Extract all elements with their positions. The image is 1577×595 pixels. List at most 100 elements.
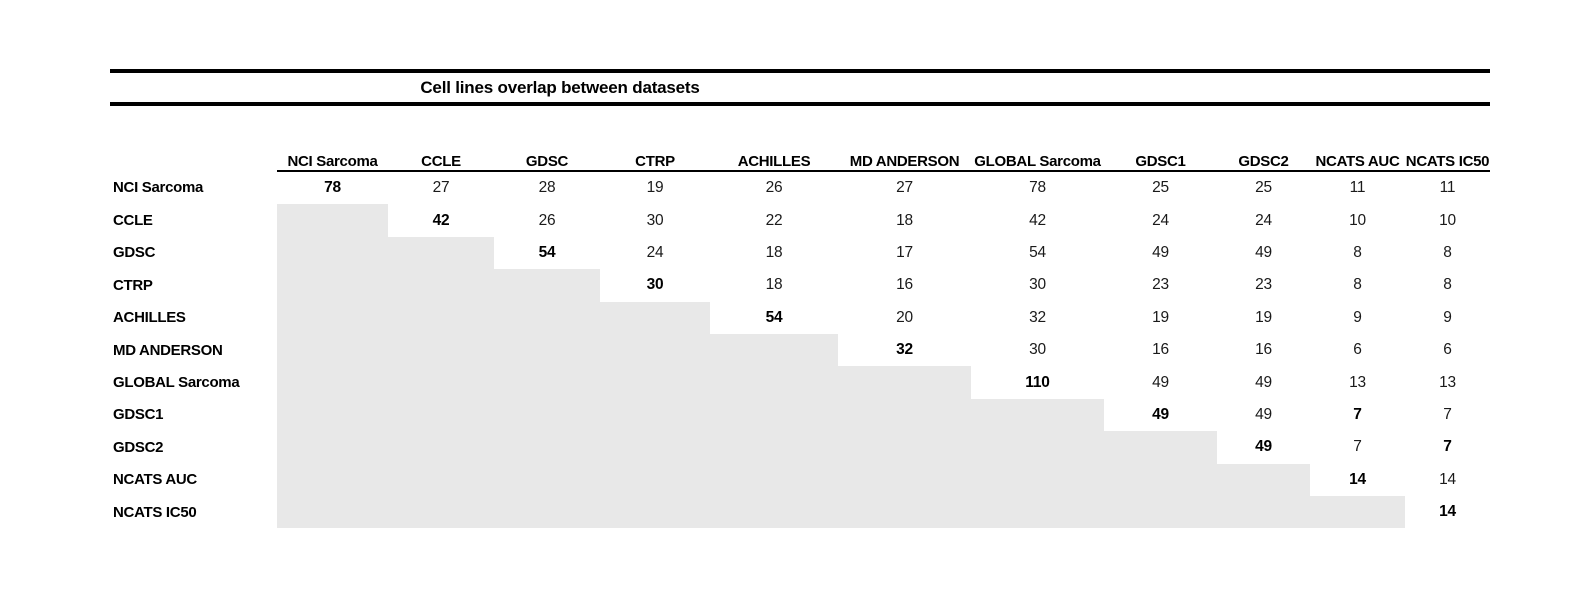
cell-gdsc1-nci-sarcoma [277, 398, 388, 432]
cell-achilles-gdsc2: 19 [1255, 308, 1272, 326]
cell-ncats-ic50-achilles [710, 495, 838, 529]
cell-gdsc-md-anderson: 17 [896, 243, 913, 261]
overlap-table: NCI Sarcoma CCLE GDSC CTRP ACHILLES MD ANDERS… [110, 139, 1490, 529]
cell-gdsc-ctrp: 24 [646, 243, 664, 261]
col-header-global-sarcoma: GLOBAL Sarcoma [971, 139, 1104, 172]
cell-gdsc2-gdsc1 [1104, 431, 1217, 464]
cell-global-sarcoma-md-anderson [838, 366, 971, 399]
cell-ctrp-gdsc [494, 269, 600, 302]
col-header-achilles: ACHILLES [710, 139, 838, 172]
cell-achilles-md-anderson: 20 [896, 308, 913, 326]
cell-ncats-ic50-gdsc2 [1217, 495, 1310, 529]
cell-achilles-gdsc1: 19 [1152, 308, 1169, 326]
cell-gdsc2-ncats-auc: 7 [1353, 438, 1362, 456]
cell-global-sarcoma-ncats-auc: 13 [1349, 373, 1366, 391]
row-label-ccle: CCLE [113, 212, 153, 230]
table-title: Cell lines overlap between datasets [420, 78, 700, 97]
col-header-gdsc1: GDSC1 [1104, 139, 1217, 172]
col-header-gdsc2: GDSC2 [1217, 139, 1310, 172]
cell-gdsc1-ncats-auc: 7 [1353, 405, 1362, 423]
cell-ctrp-gdsc1: 23 [1152, 276, 1169, 294]
cell-ctrp-ccle [388, 269, 494, 302]
cell-ncats-auc-ncats-ic50: 14 [1439, 470, 1456, 488]
cell-gdsc-gdsc1: 49 [1152, 243, 1169, 261]
cell-gdsc-gdsc2: 49 [1255, 243, 1272, 261]
cell-achilles-global-sarcoma: 32 [1029, 308, 1046, 326]
cell-gdsc-ncats-auc: 8 [1353, 243, 1362, 261]
cell-ncats-auc-gdsc [494, 463, 600, 496]
header-row: NCI Sarcoma CCLE GDSC CTRP ACHILLES MD ANDERS… [110, 139, 1490, 172]
cell-ncats-auc-ccle [388, 463, 494, 496]
col-header-ctrp: CTRP [600, 139, 710, 172]
row-label-gdsc: GDSC [113, 244, 156, 262]
cell-ccle-global-sarcoma: 42 [1029, 211, 1046, 229]
cell-gdsc1-global-sarcoma [971, 398, 1104, 432]
table-row-ccle: CCLE 42 26 30 22 18 42 24 24 10 10 [110, 204, 1490, 237]
cell-gdsc2-achilles [710, 431, 838, 464]
cell-gdsc1-md-anderson [838, 398, 971, 432]
cell-gdsc2-global-sarcoma [971, 431, 1104, 464]
cell-ncats-ic50-nci-sarcoma [277, 495, 388, 529]
cell-md-anderson-gdsc1: 16 [1152, 341, 1169, 359]
table-row-gdsc1: GDSC1 49 49 7 7 [110, 398, 1490, 432]
cell-nci-sarcoma-ncats-auc: 11 [1349, 179, 1366, 197]
cell-achilles-gdsc [494, 301, 600, 334]
cell-gdsc1-ccle [388, 398, 494, 432]
cell-global-sarcoma-ncats-ic50: 13 [1439, 373, 1456, 391]
cell-ctrp-ctrp: 30 [646, 276, 664, 294]
col-header-md-anderson: MD ANDERSON [838, 139, 971, 172]
cell-global-sarcoma-global-sarcoma: 110 [1025, 373, 1050, 391]
cell-ctrp-nci-sarcoma [277, 269, 388, 302]
table-row-ctrp: CTRP 30 18 16 30 23 23 8 8 [110, 269, 1490, 302]
cell-global-sarcoma-achilles [710, 366, 838, 399]
cell-ncats-ic50-gdsc1 [1104, 495, 1217, 529]
cell-gdsc-nci-sarcoma [277, 236, 388, 270]
cell-gdsc1-achilles [710, 398, 838, 432]
cell-ccle-gdsc: 26 [538, 211, 556, 229]
cell-md-anderson-global-sarcoma: 30 [1029, 341, 1046, 359]
cell-ccle-nci-sarcoma [277, 204, 388, 237]
cell-md-anderson-ncats-ic50: 6 [1443, 341, 1452, 359]
row-label-ctrp: CTRP [113, 276, 153, 294]
row-label-gdsc1: GDSC1 [113, 406, 164, 424]
row-label-ncats-ic50: NCATS IC50 [113, 503, 197, 521]
table-row-achilles: ACHILLES 54 20 32 19 19 9 9 [110, 301, 1490, 334]
cell-gdsc1-ncats-ic50: 7 [1443, 405, 1452, 423]
col-header-ncats-ic50: NCATS IC50 [1405, 139, 1490, 172]
cell-global-sarcoma-ccle [388, 366, 494, 399]
cell-nci-sarcoma-md-anderson: 27 [896, 179, 913, 197]
col-header-ccle: CCLE [388, 139, 494, 172]
cell-ctrp-md-anderson: 16 [896, 276, 913, 294]
cell-global-sarcoma-ctrp [600, 366, 710, 399]
cell-ncats-auc-ncats-auc: 14 [1349, 470, 1366, 488]
cell-ncats-auc-ctrp [600, 463, 710, 496]
cell-ncats-auc-gdsc1 [1104, 463, 1217, 496]
col-header-gdsc: GDSC [494, 139, 600, 172]
cell-ncats-ic50-ctrp [600, 495, 710, 529]
row-label-nci-sarcoma: NCI Sarcoma [113, 179, 204, 197]
cell-md-anderson-ctrp [600, 333, 710, 367]
cell-gdsc2-nci-sarcoma [277, 431, 388, 464]
cell-ccle-achilles: 22 [765, 211, 783, 229]
cell-md-anderson-md-anderson: 32 [896, 341, 913, 359]
table-row-gdsc2: GDSC2 49 7 7 [110, 431, 1490, 464]
corner-cell [110, 139, 277, 171]
table-row-nci-sarcoma: NCI Sarcoma 78 27 28 19 26 27 78 25 25 11 11 [110, 171, 1490, 204]
cell-gdsc2-gdsc2: 49 [1255, 438, 1272, 456]
cell-ccle-ncats-auc: 10 [1349, 211, 1366, 229]
table-row-global-sarcoma: GLOBAL Sarcoma 110 49 49 13 13 [110, 366, 1490, 399]
table-row-ncats-ic50: NCATS IC50 14 [110, 495, 1490, 529]
cell-ctrp-achilles: 18 [765, 276, 783, 294]
cell-gdsc1-ctrp [600, 398, 710, 432]
cell-ccle-gdsc1: 24 [1152, 211, 1169, 229]
cell-nci-sarcoma-ctrp: 19 [646, 179, 664, 197]
cell-nci-sarcoma-ncats-ic50: 11 [1439, 179, 1456, 197]
col-header-nci-sarcoma: NCI Sarcoma [277, 139, 388, 172]
cell-ctrp-global-sarcoma: 30 [1029, 276, 1046, 294]
cell-ccle-ctrp: 30 [646, 211, 664, 229]
cell-ncats-ic50-ncats-ic50: 14 [1439, 503, 1456, 521]
cell-gdsc2-ctrp [600, 431, 710, 464]
row-label-md-anderson: MD ANDERSON [113, 341, 223, 359]
table-row-md-anderson: MD ANDERSON 32 30 16 16 6 6 [110, 333, 1490, 367]
